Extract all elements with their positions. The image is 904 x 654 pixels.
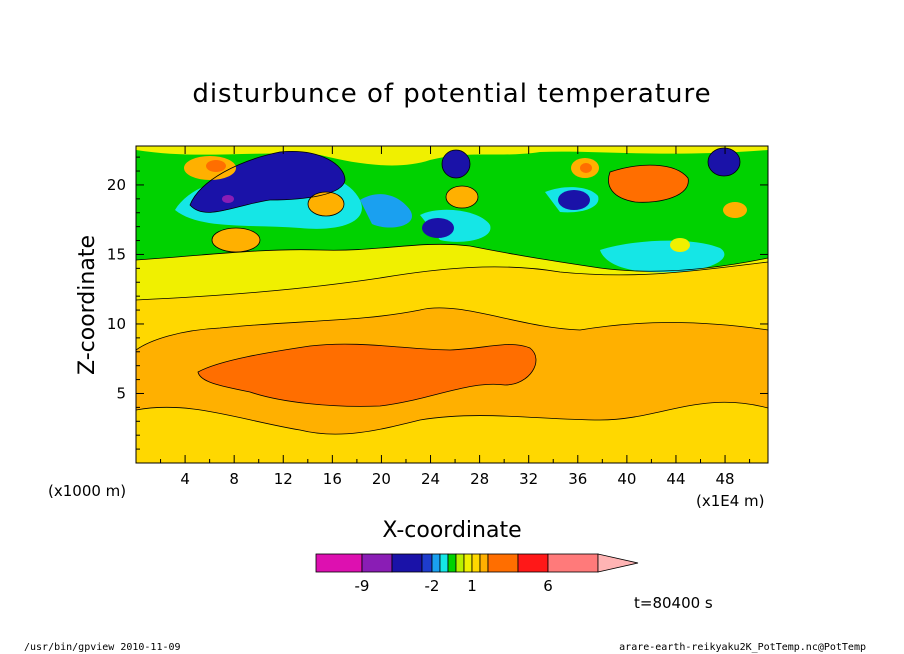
cyan-patch-4 [600, 240, 725, 273]
y-tick-label: 15 [107, 245, 126, 263]
x-tick-label: 20 [372, 470, 391, 488]
y-tick-label: 10 [107, 315, 126, 333]
colorbar-label: 1 [467, 577, 477, 595]
x-tick-label: 36 [568, 470, 587, 488]
footer-left: /usr/bin/gpview 2010-11-09 [24, 642, 181, 653]
x-tick-label: 12 [274, 470, 293, 488]
x-tick-label: 24 [421, 470, 440, 488]
colorbar-swatch [517, 553, 549, 573]
x-axis-ticks: 4 8 12 16 20 24 28 32 36 40 44 48 [160, 146, 751, 488]
x-tick-label: 8 [229, 470, 239, 488]
contour-lines [136, 147, 768, 435]
colorbar-swatch [547, 553, 599, 573]
x-tick-label: 48 [716, 470, 735, 488]
plot-frame [135, 145, 769, 464]
colorbar: -9 -2 1 6 [315, 553, 639, 595]
warm-cell-6-core [580, 163, 592, 173]
cold-core-4 [558, 190, 590, 210]
colorbar-swatch [479, 553, 489, 573]
colorbar-label: -9 [355, 577, 370, 595]
warm-cell-4 [308, 192, 344, 216]
y-axis-label: Z-coordinate [75, 235, 100, 375]
y-tick-label: 20 [107, 176, 126, 194]
warm-cell-3 [212, 228, 260, 252]
cold-core-5 [422, 218, 454, 238]
cold-core-3 [708, 148, 740, 176]
colorbar-swatch [487, 553, 519, 573]
yellow-cell [670, 238, 690, 252]
colorbar-swatch [431, 553, 441, 573]
x-unit-label: (x1000 m) [48, 482, 126, 500]
colorbar-swatch [315, 553, 363, 573]
x-tick-label: 32 [519, 470, 538, 488]
x-tick-label: 4 [180, 470, 190, 488]
colorbar-swatch [471, 553, 481, 573]
x-tick-label: 40 [617, 470, 636, 488]
colorbar-swatch [361, 553, 393, 573]
colorbar-label: 6 [543, 577, 553, 595]
x-unit2-label: (x1E4 m) [696, 492, 765, 510]
x-axis-label: X-coordinate [382, 518, 521, 543]
colorbar-swatch [447, 553, 457, 573]
x-tick-label: 44 [666, 470, 685, 488]
contour-field [136, 146, 768, 463]
y-axis-ticks: 5 10 15 20 [107, 156, 768, 450]
colorbar-arrow [597, 553, 639, 573]
cold-core-2 [442, 150, 470, 178]
warm-cell-1 [608, 165, 689, 203]
colorbar-label: -2 [425, 577, 440, 595]
warm-band-core [198, 344, 536, 407]
colorbar-swatch [391, 553, 423, 573]
blue-patch-2 [360, 194, 412, 228]
warm-cell-5 [446, 186, 478, 208]
footer-right: arare-earth-reikyaku2K_PotTemp.nc@PotTem… [619, 642, 866, 653]
x-tick-label: 28 [470, 470, 489, 488]
warm-cell-7 [723, 202, 747, 218]
colorbar-swatch [463, 553, 473, 573]
cold-core-center [222, 195, 234, 203]
chart-title: disturbunce of potential temperature [192, 79, 711, 109]
time-label: t=80400 s [634, 594, 713, 612]
colorbar-swatch [439, 553, 449, 573]
x-tick-label: 16 [323, 470, 342, 488]
warm-cell-2-core [206, 160, 226, 172]
colorbar-swatch [421, 553, 433, 573]
colorbar-swatch [455, 553, 465, 573]
y-tick-label: 5 [116, 384, 126, 402]
